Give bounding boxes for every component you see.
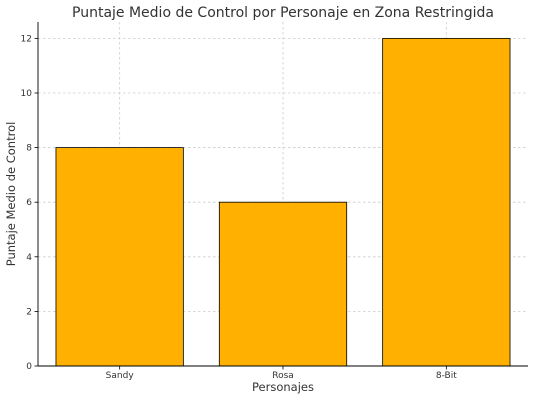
y-tick-label: 0: [26, 362, 32, 372]
bar-sandy: [55, 147, 184, 367]
y-tick-label: 6: [26, 198, 32, 208]
y-tick-label: 12: [21, 34, 32, 44]
bars: [55, 37, 511, 367]
bar-8-bit: [382, 37, 511, 367]
x-tick-label: 8-Bit: [436, 371, 457, 381]
x-tick-label: Rosa: [272, 371, 294, 381]
chart-title: Puntaje Medio de Control por Personaje e…: [72, 5, 494, 21]
ticks: 0 2 4 6 8 10 12 Sandy Rosa 8-Bit: [21, 34, 458, 381]
y-tick-label: 8: [26, 144, 32, 154]
x-axis-label: Personajes: [252, 380, 314, 394]
y-tick-label: 10: [21, 89, 33, 99]
y-tick-label: 4: [26, 253, 32, 263]
bar-rosa: [218, 201, 348, 367]
y-tick-label: 2: [26, 307, 32, 317]
y-axis-label: Puntaje Medio de Control: [4, 122, 18, 267]
x-tick-label: Sandy: [106, 371, 135, 381]
